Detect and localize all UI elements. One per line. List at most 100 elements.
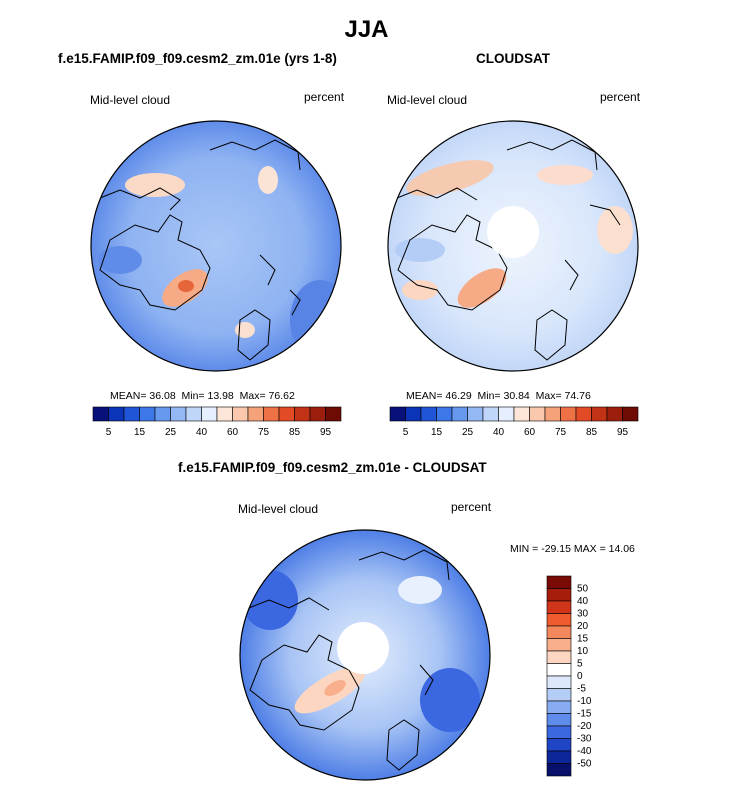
colorbar-swatch — [546, 713, 572, 727]
min-label: Min= — [181, 390, 205, 402]
colorbar-swatch — [546, 738, 572, 752]
model-map — [90, 120, 342, 372]
low-cloud-region — [98, 246, 142, 274]
warm-anomaly — [235, 322, 255, 338]
colorbar-tick-label: -20 — [577, 721, 592, 732]
colorbar-tick-label: 95 — [617, 427, 629, 438]
colorbar-swatch — [546, 725, 572, 739]
colorbar-swatch — [420, 406, 437, 422]
neutral-difference — [398, 576, 442, 604]
colorbar-tick-label: -30 — [577, 734, 592, 745]
colorbar-swatch — [591, 406, 608, 422]
min-value: 13.98 — [207, 390, 234, 402]
colorbar-swatch — [513, 406, 530, 422]
diff-variable-label: Mid-level cloud — [238, 502, 319, 516]
colorbar-tick-label: 0 — [577, 671, 583, 682]
warm-anomaly — [125, 173, 185, 197]
obs-panel-title: CLOUDSAT — [476, 51, 550, 66]
colorbar-tick-label: 10 — [577, 646, 589, 657]
coastline — [94, 187, 301, 316]
colorbar-swatch — [546, 638, 572, 652]
colorbar-swatch — [108, 406, 125, 422]
colorbar-tick-label: 75 — [258, 427, 270, 438]
colorbar-swatch — [139, 406, 156, 422]
colorbar-swatch — [389, 406, 406, 422]
colorbar-tick-label: 5 — [403, 427, 409, 438]
colorbar-tick-label: 25 — [462, 427, 474, 438]
colorbar-tick-label: 20 — [577, 621, 589, 632]
coastline — [209, 139, 301, 361]
coastline — [397, 214, 508, 311]
colorbar-swatch — [92, 406, 109, 422]
colorbar-tick-label: 5 — [106, 427, 112, 438]
map-boundary — [387, 120, 639, 372]
mean-value: 46.29 — [445, 390, 472, 402]
max-value: 74.76 — [564, 390, 591, 402]
colorbar-tick-label: 40 — [493, 427, 505, 438]
figure-title: JJA — [344, 16, 389, 43]
model-panel-title: f.e15.FAMIP.f09_f09.cesm2_zm.01e (yrs 1-… — [58, 51, 337, 66]
colorbar-swatch — [201, 406, 218, 422]
colorbar-swatch — [170, 406, 187, 422]
mean-label: MEAN= — [110, 390, 147, 402]
colorbar-swatch — [546, 700, 572, 714]
colorbar-tick-label: 60 — [524, 427, 536, 438]
low-cloud-region — [395, 238, 445, 262]
colorbar-swatch — [546, 650, 572, 664]
colorbar-swatch — [606, 406, 623, 422]
warm-anomaly — [402, 280, 438, 300]
colorbar-tick-label: -10 — [577, 696, 592, 707]
no-data-hole — [487, 206, 539, 258]
colorbar-tick-label: 15 — [134, 427, 146, 438]
mean-label: MEAN= — [406, 390, 443, 402]
colorbar-swatch — [560, 406, 577, 422]
colorbar-swatch — [546, 750, 572, 764]
coastline — [249, 634, 360, 731]
colorbar-tick-label: 60 — [227, 427, 239, 438]
greenland-peak — [178, 280, 194, 292]
colorbar-swatch — [123, 406, 140, 422]
colorbar-tick-label: 85 — [586, 427, 598, 438]
colorbar-swatch — [546, 600, 572, 614]
colorbar-tick-label: -5 — [577, 684, 586, 695]
colorbar-swatch — [546, 763, 572, 777]
obs-variable-label: Mid-level cloud — [387, 93, 468, 107]
coastline — [99, 214, 211, 311]
warm-anomaly — [537, 165, 593, 185]
diff-panel-title: f.e15.FAMIP.f09_f09.cesm2_zm.01e - CLOUD… — [178, 460, 487, 475]
colorbar-swatch — [546, 588, 572, 602]
colorbar-tick-label: -40 — [577, 746, 592, 757]
colorbar-tick-label: 50 — [577, 584, 589, 595]
colorbar-tick-label: 95 — [320, 427, 332, 438]
warm-anomaly — [406, 160, 494, 196]
colorbar-tick-label: 40 — [577, 596, 589, 607]
model-variable-label: Mid-level cloud — [90, 93, 171, 107]
colorbar-swatch — [436, 406, 453, 422]
coastline — [243, 597, 434, 696]
colorbar-swatch — [498, 406, 515, 422]
colorbar-swatch — [467, 406, 484, 422]
model-colorbar: 5 15 25 40 60 75 85 95 — [92, 406, 342, 438]
colorbar-swatch — [546, 613, 572, 627]
map-boundary — [90, 120, 342, 372]
max-label: Max= — [239, 390, 266, 402]
colorbar-swatch — [544, 406, 561, 422]
obs-colorbar: 5 15 25 40 60 75 85 95 — [389, 406, 639, 438]
max-label: Max= — [535, 390, 562, 402]
colorbar-tick-label: 15 — [577, 634, 589, 645]
colorbar-swatch — [185, 406, 202, 422]
warm-anomaly — [597, 206, 633, 254]
colorbar-tick-label: -50 — [577, 759, 592, 770]
colorbar-swatch — [546, 675, 572, 689]
negative-difference — [420, 668, 480, 732]
map-boundary — [239, 529, 491, 781]
colorbar-tick-label: 30 — [577, 609, 589, 620]
colorbar-swatch — [278, 406, 295, 422]
min-value: 30.84 — [503, 390, 530, 402]
colorbar-tick-label: 40 — [196, 427, 208, 438]
colorbar-swatch — [575, 406, 592, 422]
low-cloud-region — [290, 280, 341, 360]
colorbar-swatch — [622, 406, 639, 422]
